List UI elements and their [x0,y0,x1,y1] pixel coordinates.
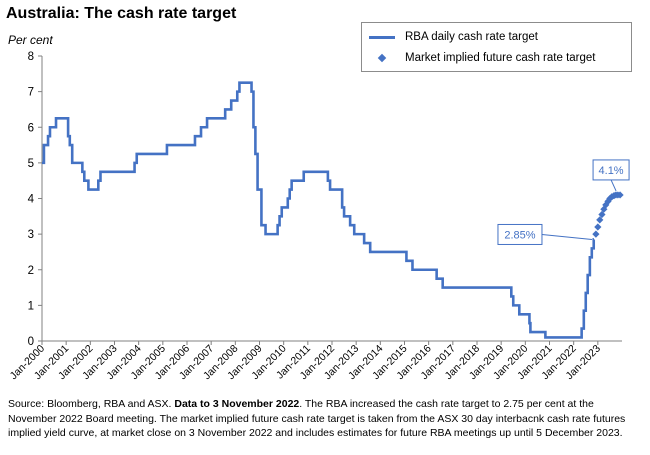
legend-item-market: Market implied future cash rate target [362,49,595,67]
market-implied-marker [616,191,624,199]
legend-label-rba: RBA daily cash rate target [405,31,538,43]
y-tick-label: 0 [28,336,34,348]
y-tick-label: 3 [28,229,34,241]
annotation-box [592,159,630,181]
market-implied-marker [596,216,604,224]
annotation-leader [610,179,617,192]
y-tick-label: 2 [28,265,34,277]
annotation-leader [541,233,593,240]
y-tick-label: 8 [28,51,34,63]
legend-item-rba: RBA daily cash rate target [362,28,538,46]
y-tick-label: 5 [28,158,34,170]
y-tick-label: 4 [28,194,35,206]
source-suffix: . The RBA increased the cash rate target… [8,398,626,439]
annotation-label: 4.1% [599,165,624,177]
market-implied-marker [594,223,602,231]
chart-title: Australia: The cash rate target [6,5,237,22]
y-tick-label: 7 [28,87,34,99]
y-tick-label: 1 [28,300,34,312]
legend-line-swatch [367,35,397,39]
y-axis-unit-label: Per cent [8,33,53,47]
source-prefix: Source: Bloomberg, RBA and ASX. [8,398,175,410]
legend: RBA daily cash rate target Market implie… [361,22,632,72]
rba-cash-rate-line [42,81,596,339]
legend-diamond-swatch [367,53,397,63]
market-implied-marker [592,230,600,238]
legend-label-market: Market implied future cash rate target [405,52,596,64]
annotation-box [497,223,543,245]
source-note: Source: Bloomberg, RBA and ASX. Data to … [8,397,638,441]
annotation-label: 2.85% [504,229,535,241]
market-implied-marker [598,210,606,219]
y-tick-label: 6 [28,122,34,134]
chart-area: 012345678Jan-2000Jan-2001Jan-2002Jan-200… [8,51,630,382]
source-bold: Data to 3 November 2022 [174,398,300,410]
